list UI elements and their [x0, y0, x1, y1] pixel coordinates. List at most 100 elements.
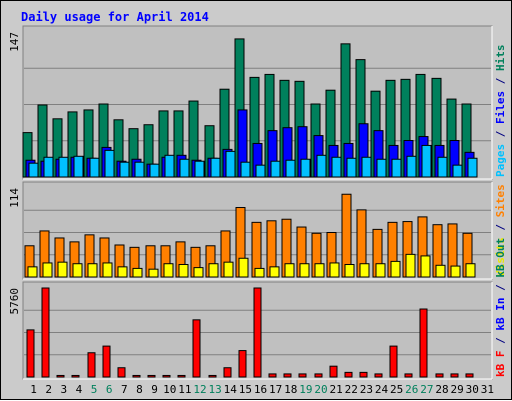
bar-pages-day-19	[300, 158, 311, 178]
x-tick-label: 3	[61, 383, 68, 396]
bar-kb-f-day-30	[465, 373, 474, 378]
x-tick-label: 6	[106, 383, 113, 396]
bar-kb-f-day-14	[223, 367, 232, 378]
bar-pages-day-3	[58, 156, 69, 178]
x-tick-label: 15	[239, 383, 252, 396]
bar-pages-day-29	[452, 164, 463, 178]
x-tick-label: 7	[121, 383, 128, 396]
x-tick-label: 24	[375, 383, 389, 396]
bar-kb-f-day-18	[283, 373, 292, 378]
bar-visits-day-20	[314, 263, 325, 278]
bar-pages-day-4	[73, 155, 84, 178]
bar-pages-day-21	[331, 156, 342, 178]
bar-pages-day-10	[164, 154, 175, 178]
side-legend-part: /	[494, 71, 507, 91]
side-legend-part: /	[494, 217, 507, 237]
side-legend-part: kB In	[494, 298, 507, 331]
bar-pages-day-7	[119, 161, 130, 178]
y-tick-label: 114	[8, 188, 21, 208]
side-legend-part: Pages	[494, 144, 507, 177]
bar-pages-day-22	[346, 157, 357, 178]
panel-visits-sites: 114 Visits / Sites	[8, 181, 507, 280]
bar-kb-f-day-29	[450, 373, 459, 378]
bar-visits-day-11	[178, 264, 189, 278]
x-tick-label: 17	[269, 383, 282, 396]
bar-kb-f-day-24	[374, 373, 383, 378]
x-tick-label: 20	[314, 383, 327, 396]
bar-pages-day-30	[467, 157, 478, 178]
bar-visits-day-25	[390, 260, 401, 278]
x-tick-label: 25	[390, 383, 403, 396]
x-tick-label: 13	[208, 383, 221, 396]
bar-visits-day-22	[344, 264, 355, 278]
x-tick-label: 9	[151, 383, 158, 396]
bar-visits-day-28	[435, 264, 446, 278]
bar-pages-day-6	[104, 149, 115, 178]
bar-visits-day-6	[102, 262, 113, 278]
bar-visits-day-26	[405, 253, 416, 278]
bar-visits-day-10	[163, 263, 174, 278]
bar-visits-day-2	[42, 262, 53, 278]
y-tick-label: 5760	[8, 288, 21, 315]
bar-kb-f-day-7	[117, 367, 126, 378]
side-legend-part: Hits	[494, 45, 507, 72]
bar-pages-day-11	[179, 158, 190, 178]
x-tick-label: 16	[254, 383, 267, 396]
x-axis-labels: 1 2 3 4 5 6 7 8 9 10 11 12 13 14 15 16 17 18 19 20 21 22 23 24 2…	[30, 383, 494, 396]
bar-visits-day-17	[269, 266, 280, 278]
side-legend-part: Visits	[494, 237, 507, 277]
bar-pages-day-23	[361, 156, 372, 178]
bar-visits-day-1	[27, 266, 38, 278]
bar-kb-f-day-20	[314, 373, 323, 378]
bar-kb-f-day-17	[268, 373, 277, 378]
bar-kb-f-day-1	[26, 329, 35, 378]
x-tick-label: 21	[330, 383, 343, 396]
bar-kb-f-day-21	[329, 365, 338, 378]
x-tick-label: 27	[420, 383, 433, 396]
bar-kb-f-day-9	[147, 374, 156, 378]
bar-visits-day-18	[284, 263, 295, 278]
bar-visits-day-3	[57, 261, 68, 278]
bar-visits-day-13	[208, 263, 219, 278]
bar-visits-day-14	[223, 261, 234, 278]
bar-pages-day-24	[376, 158, 387, 178]
chart-title: Daily usage for April 2014	[21, 10, 209, 24]
bar-kb-f-day-11	[177, 374, 186, 378]
bar-visits-day-9	[148, 268, 159, 278]
bar-visits-day-8	[132, 267, 143, 278]
bar-kb-f-day-25	[389, 345, 398, 378]
bar-kb-f-day-26	[404, 373, 413, 378]
side-legend-part: /	[494, 124, 507, 144]
side-legend-part: /	[494, 278, 507, 298]
bar-visits-day-16	[254, 267, 265, 278]
bar-pages-day-14	[225, 150, 236, 178]
bar-kb-f-day-23	[359, 371, 368, 378]
bar-kb-f-day-15	[238, 350, 247, 378]
bar-kb-f-day-28	[435, 373, 444, 378]
bar-kb-f-day-5	[87, 352, 96, 378]
x-tick-label: 12	[193, 383, 206, 396]
x-tick-label: 29	[451, 383, 464, 396]
x-tick-label: 22	[345, 383, 358, 396]
side-legend: Pages / Files / Hits	[494, 45, 507, 178]
x-tick-label: 10	[163, 383, 176, 396]
x-tick-label: 26	[405, 383, 418, 396]
bar-pages-day-8	[134, 161, 145, 178]
bar-pages-day-1	[28, 162, 39, 178]
bar-pages-day-2	[43, 156, 54, 178]
bar-visits-day-15	[238, 257, 249, 278]
bar-visits-day-27	[420, 255, 431, 278]
bar-kb-f-day-27	[419, 308, 428, 378]
bar-pages-day-20	[316, 154, 327, 178]
bar-kb-f-day-6	[102, 345, 111, 378]
bar-pages-day-28	[437, 156, 448, 178]
x-tick-label: 5	[91, 383, 98, 396]
panel-kbytes: 5760 kB F / kB In / kB Out	[8, 238, 507, 380]
panels-layer: 147 Pages / Files / Hits 114 Visits / Sites…	[8, 25, 507, 380]
bar-kb-f-day-4	[71, 374, 80, 378]
bar-visits-day-24	[375, 263, 386, 278]
side-legend: kB F / kB In / kB Out	[494, 238, 507, 377]
x-tick-label: 2	[45, 383, 52, 396]
x-tick-label: 4	[76, 383, 83, 396]
